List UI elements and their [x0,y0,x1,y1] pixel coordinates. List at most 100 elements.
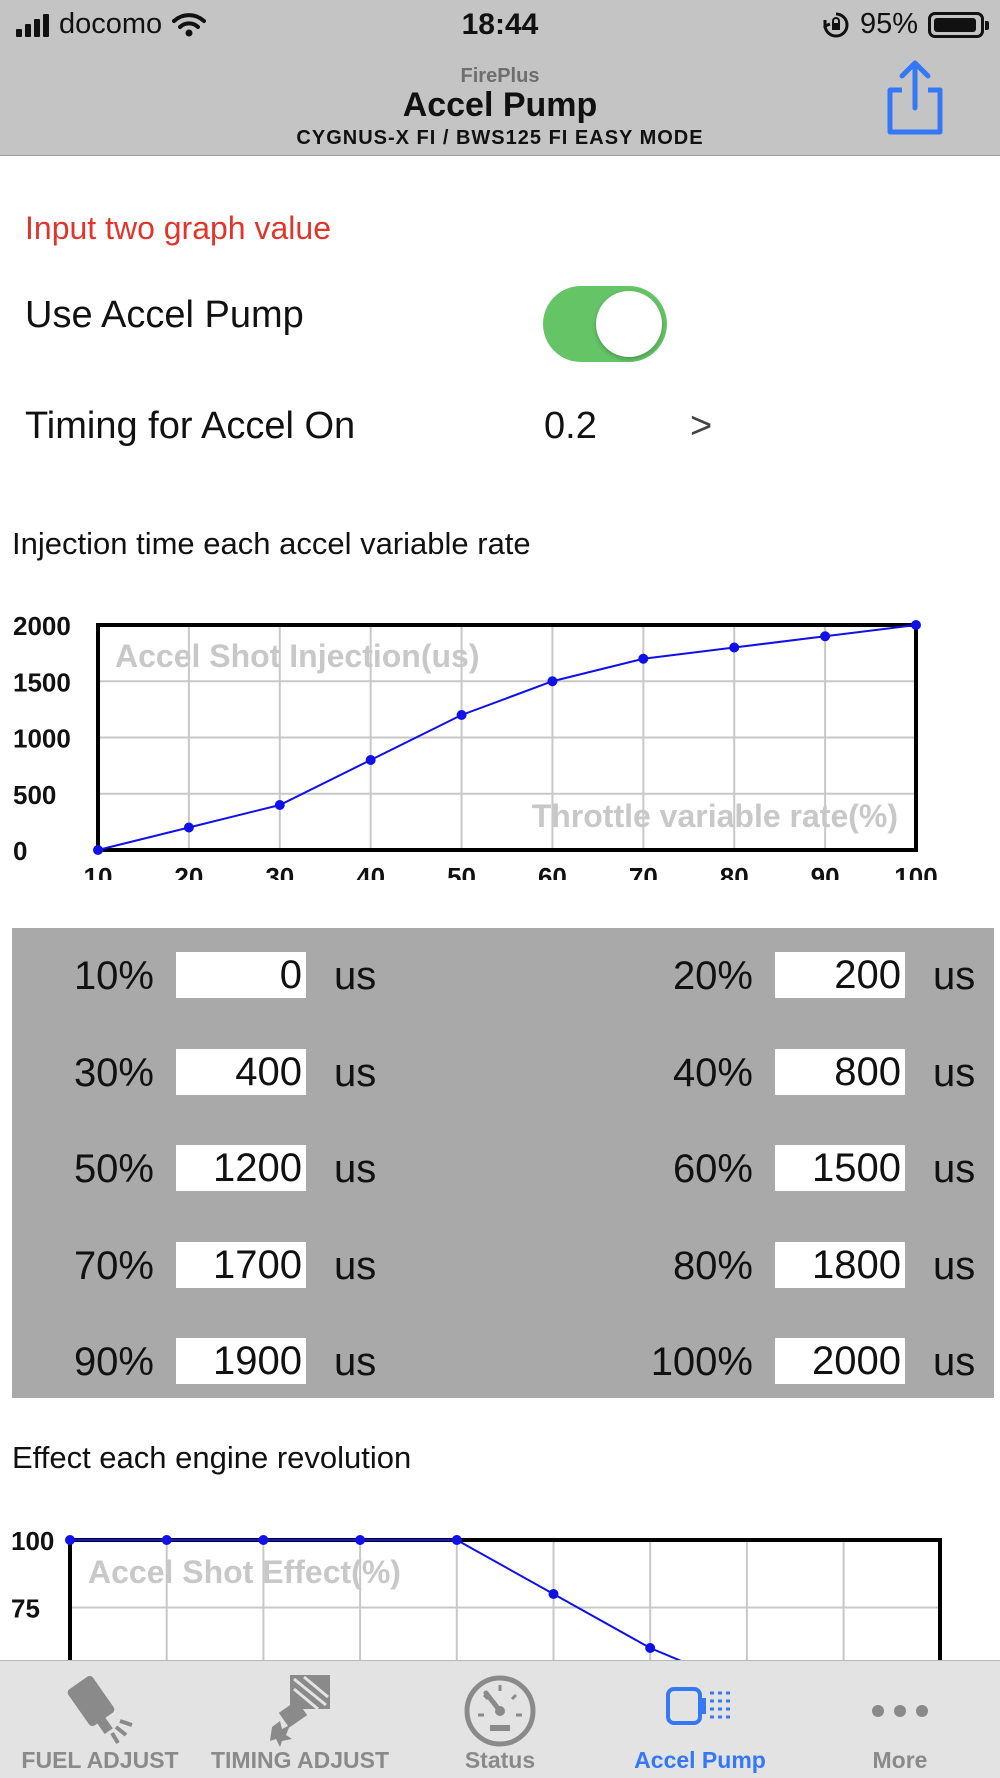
tab-label: FUEL ADJUST [21,1747,179,1773]
unit-label: us [933,1050,976,1095]
injection-value-field[interactable]: 400 [176,1048,306,1095]
unit-label: us [334,1147,377,1191]
injection-value-field[interactable]: 2000 [775,1338,905,1384]
injection-row: 90% 1900 us [12,1338,392,1384]
y-tick-label: 0 [13,836,27,866]
x-tick-label: 40 [356,862,385,880]
throttle-percent-label: 60% [672,1147,753,1191]
data-point [161,1535,172,1545]
use-accel-pump-toggle[interactable] [543,286,667,362]
tab-more[interactable]: More [800,1661,1000,1778]
battery-percent: 95% [859,8,918,40]
injection-chart: Accel Shot Injection(us) Throttle variab… [13,611,938,880]
injection-row: 30% 400 us [12,1048,392,1095]
injection-row: 40% 800 us [611,1048,991,1095]
injection-value-field[interactable]: 1200 [176,1145,306,1191]
spark-plug-icon [260,1671,340,1752]
x-tick-label: 80 [720,862,749,880]
unit-label: us [933,1340,976,1384]
unit-label: us [933,1147,976,1191]
tab-fuel-adjust[interactable]: FUEL ADJUST [0,1661,200,1778]
injection-row: 50% 1200 us [12,1145,392,1191]
status-bar-left: docomo [16,8,207,41]
throttle-percent-label: 70% [73,1243,154,1288]
x-tick-label: 50 [447,862,476,880]
accel-pump-icon [660,1671,740,1752]
chart-frame [96,623,918,852]
throttle-percent-label: 50% [73,1147,154,1191]
tab-bar: FUEL ADJUST TIMING ADJUST Status Accel Pump… [0,1660,1000,1778]
injection-row: 100% 2000 us [611,1338,991,1384]
throttle-percent-label: 10% [73,954,154,998]
chevron-right-icon[interactable]: > [690,405,713,447]
x-tick-label: 100 [894,862,937,880]
share-icon [887,60,943,135]
tab-timing-adjust[interactable]: TIMING ADJUST [200,1661,400,1778]
chart-frame [68,1538,942,1660]
injection-value-field[interactable]: 1700 [176,1241,306,1288]
x-tick-label: 90 [811,862,840,880]
injection-value-field[interactable]: 200 [775,952,905,998]
tab-status[interactable]: Status [400,1661,600,1778]
timing-accel-on-value[interactable]: 0.2 [544,405,597,447]
more-icon [860,1671,940,1752]
data-point [258,1535,269,1545]
injection-row: 60% 1500 us [611,1145,991,1191]
carrier-name: docomo [59,8,163,40]
x-tick-label: 60 [538,862,567,880]
page-subtitle: CYGNUS-X FI / BWS125 FI EASY MODE [296,127,704,149]
data-point [451,1535,462,1545]
data-point [911,620,921,630]
app-name: FirePlus [460,65,540,87]
unit-label: us [933,954,976,998]
unit-label: us [334,1050,377,1095]
injection-value-field[interactable]: 800 [775,1048,905,1095]
y-tick-label: 2000 [13,611,71,641]
chart-title: Accel Shot Injection(us) [115,638,479,674]
y-tick-label: 75 [11,1594,40,1624]
data-point [93,845,103,855]
throttle-percent-label: 100% [650,1340,753,1384]
data-point [548,1589,559,1599]
chart-xlabel: Throttle variable rate(%) [532,798,898,834]
injection-value-field[interactable]: 1500 [775,1145,905,1191]
tab-label: TIMING ADJUST [210,1747,390,1773]
unit-label: us [334,1340,377,1384]
data-point [645,1643,656,1653]
y-tick-label: 500 [13,780,56,810]
injection-row: 20% 200 us [611,952,991,998]
unit-label: us [334,1243,377,1288]
x-tick-label: 10 [84,862,113,880]
injection-row: 70% 1700 us [12,1241,392,1288]
data-point [355,1535,366,1545]
status-time: 18:44 [461,8,539,41]
effect-section-title: Effect each engine revolution [12,1440,412,1475]
unit-label: us [933,1243,976,1288]
tab-label: Status [464,1747,536,1773]
battery-icon [928,11,989,38]
injection-section-title: Injection time each accel variable rate [12,526,531,561]
status-bar: docomo 18:44 95% [0,0,1000,52]
injection-value-field[interactable]: 1800 [775,1241,905,1288]
wifi-icon [172,12,207,36]
tab-label: More [872,1747,928,1773]
navigation-bar: FirePlus Accel Pump CYGNUS-X FI / BWS125… [0,52,1000,156]
share-button[interactable] [880,58,950,138]
tab-label: Accel Pump [634,1747,766,1773]
timing-accel-on-label: Timing for Accel On [25,405,356,447]
warning-message: Input two graph value [25,210,331,246]
y-tick-label: 1000 [13,724,71,754]
injection-value-field[interactable]: 1900 [176,1338,306,1384]
page-title: Accel Pump [402,86,598,124]
x-tick-label: 20 [174,862,203,880]
throttle-percent-label: 30% [73,1050,154,1095]
injection-values-grid: 10% 0 us 20% 200 us 30% 400 us 40% 800 us 50% 1200 us 6… [12,928,994,1398]
tab-accel-pump[interactable]: Accel Pump [600,1661,800,1778]
throttle-percent-label: 80% [672,1243,753,1288]
throttle-percent-label: 40% [672,1050,753,1095]
chart-title: Accel Shot Effect(%) [88,1554,401,1590]
data-point [65,1535,75,1545]
injection-value-field[interactable]: 0 [176,952,306,998]
data-point [183,822,194,833]
injection-row: 10% 0 us [12,952,392,998]
